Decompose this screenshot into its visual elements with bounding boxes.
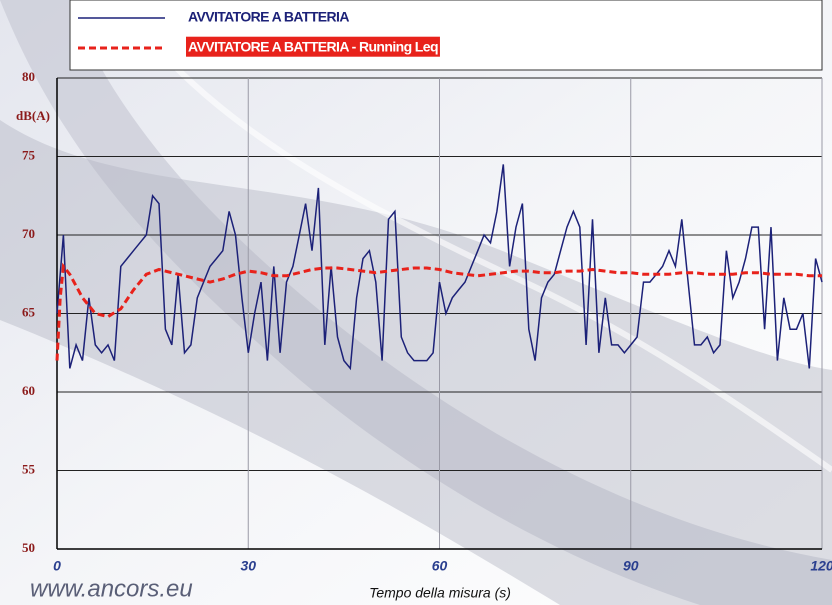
watermark: www.ancors.eu xyxy=(30,575,193,602)
x-axis-label: Tempo della misura (s) xyxy=(369,585,511,601)
x-tick-label: 90 xyxy=(623,558,639,574)
y-tick-label: 75 xyxy=(22,147,36,162)
legend-label: AVVITATORE A BATTERIA - Running Leq xyxy=(188,39,438,55)
x-tick-label: 0 xyxy=(53,558,61,574)
y-tick-label: 65 xyxy=(22,304,36,319)
legend-label: AVVITATORE A BATTERIA xyxy=(188,9,349,25)
y-tick-label: 70 xyxy=(22,226,35,241)
x-tick-label: 60 xyxy=(432,558,448,574)
decoration xyxy=(117,0,832,473)
y-axis-label: dB(A) xyxy=(16,108,50,123)
data-line xyxy=(55,262,822,361)
legend-highlight xyxy=(186,36,440,57)
y-tick-label: 55 xyxy=(22,461,36,476)
y-tick-label: 60 xyxy=(22,383,35,398)
legend-box xyxy=(69,0,823,71)
y-tick-label: 80 xyxy=(22,69,35,84)
decoration xyxy=(0,120,832,605)
x-tick-label: 30 xyxy=(240,558,256,574)
x-tick-label: 120 xyxy=(810,558,832,574)
y-tick-label: 50 xyxy=(22,540,35,555)
data-line xyxy=(56,164,823,371)
